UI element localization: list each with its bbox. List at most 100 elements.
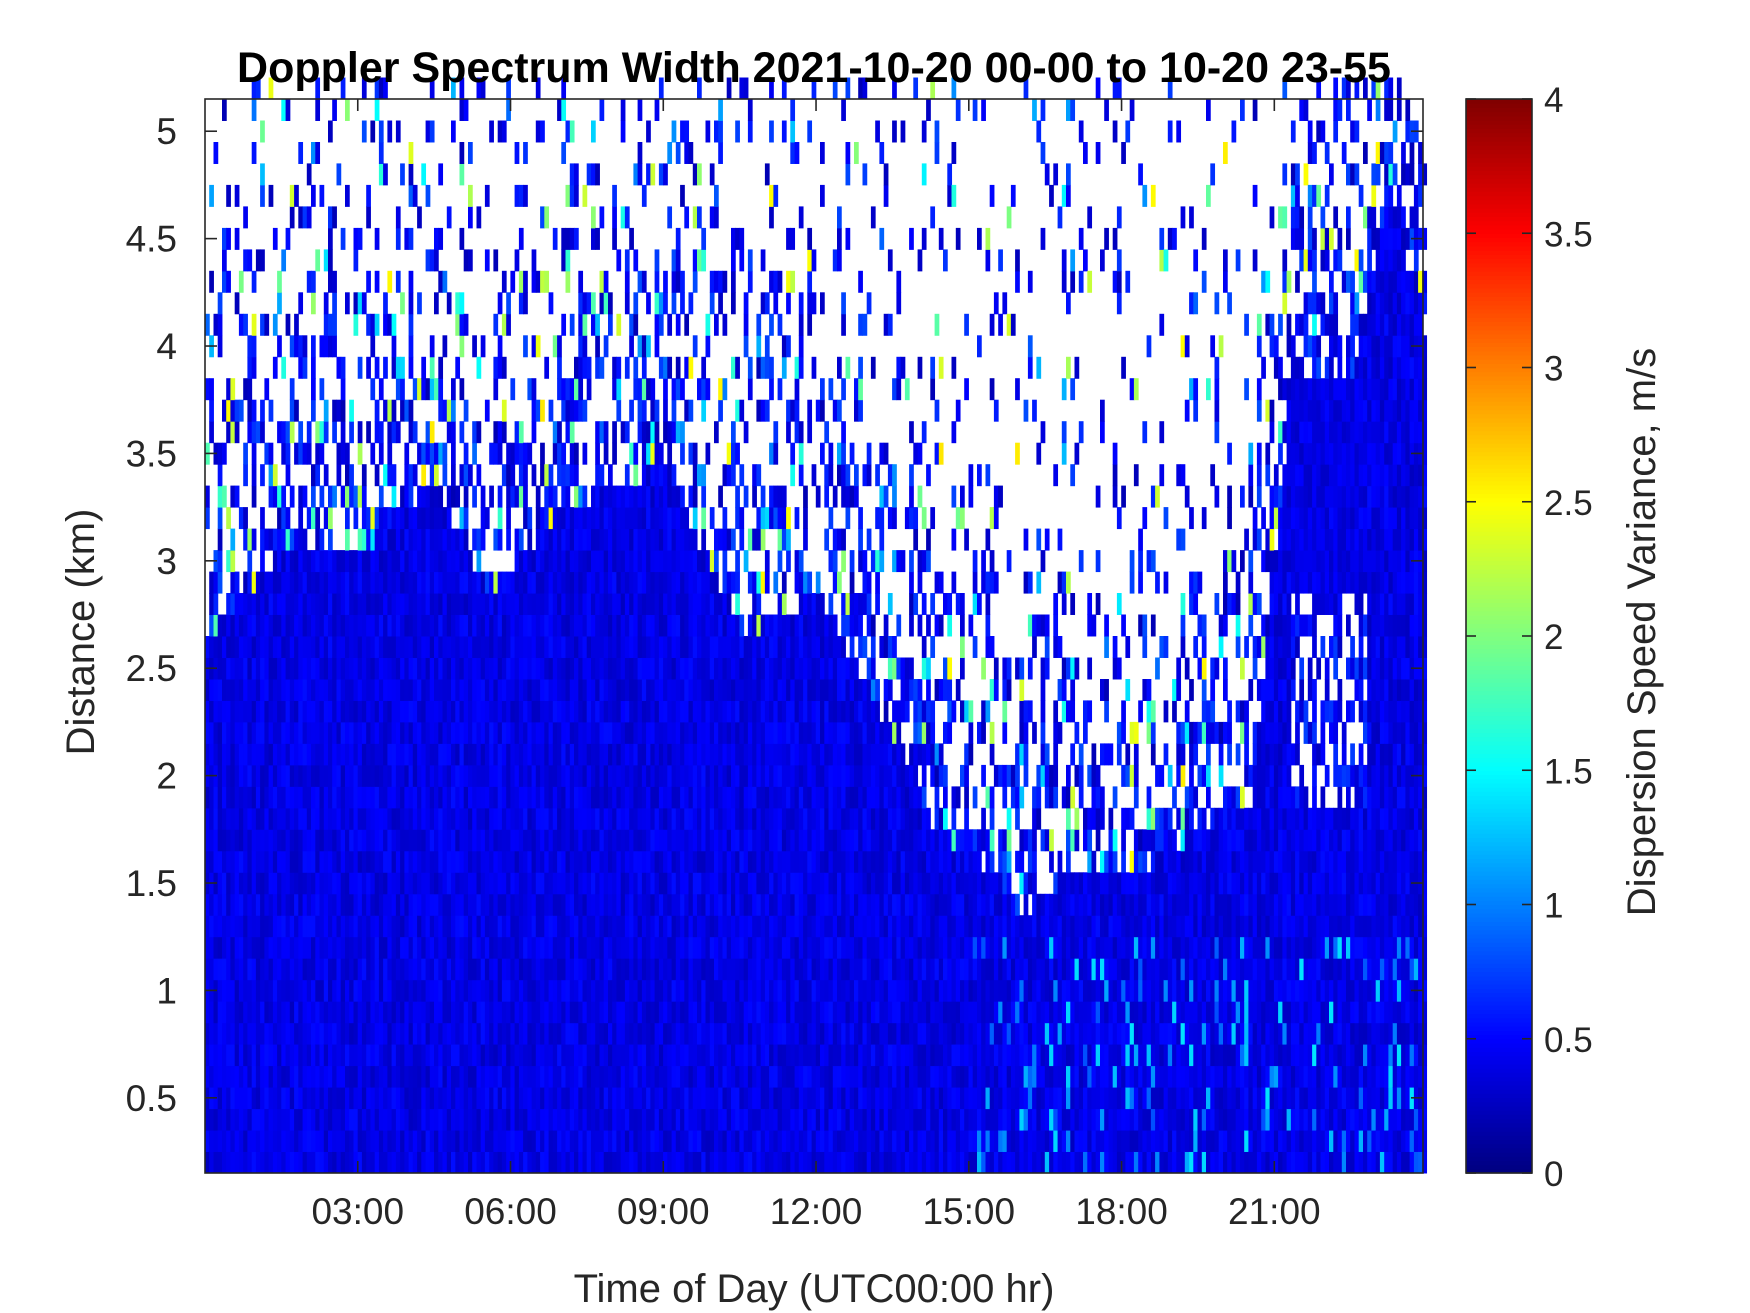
heatmap-cell [332, 99, 337, 121]
heatmap-cell [476, 593, 482, 615]
heatmap-cell [667, 442, 673, 465]
heatmap-cell [298, 507, 304, 530]
heatmap-cell [438, 958, 444, 981]
heatmap-cell [395, 227, 401, 250]
heatmap-cell [697, 893, 702, 916]
heatmap-cell [434, 593, 439, 615]
heatmap-cell [633, 485, 639, 508]
heatmap-cell [769, 1087, 774, 1110]
heatmap-cell [378, 807, 384, 830]
heatmap-cell [531, 764, 537, 787]
heatmap-cell [684, 614, 690, 637]
heatmap-cell [353, 872, 359, 895]
heatmap-cell [743, 850, 749, 873]
heatmap-cell [438, 399, 444, 422]
heatmap-cell [557, 829, 562, 852]
heatmap-cell [251, 743, 257, 766]
heatmap-cell [251, 77, 257, 100]
heatmap-cell [255, 743, 261, 766]
heatmap-cell [289, 1087, 295, 1110]
heatmap-cell [612, 593, 617, 615]
heatmap-cell [569, 893, 575, 916]
heatmap-cell [654, 807, 660, 830]
heatmap-cell [404, 850, 410, 873]
heatmap-cell [281, 1087, 287, 1110]
heatmap-cell [493, 421, 499, 444]
heatmap-cell [726, 528, 732, 551]
heatmap-cell [323, 936, 329, 959]
heatmap-cell [688, 872, 694, 895]
heatmap-cell [247, 1151, 253, 1174]
heatmap-cell [612, 979, 617, 1002]
heatmap-cell [285, 1001, 291, 1024]
heatmap-cell [480, 614, 486, 637]
heatmap-cell [747, 1001, 753, 1024]
heatmap-cell [463, 872, 469, 895]
heatmap-cell [421, 679, 427, 701]
heatmap-cell [328, 979, 333, 1002]
heatmap-cell [523, 1087, 528, 1110]
heatmap-cell [497, 528, 503, 551]
heatmap-cell [667, 507, 673, 530]
heatmap-cell [480, 829, 486, 852]
heatmap-cell [421, 764, 427, 787]
heatmap-cell [383, 1087, 388, 1110]
heatmap-cell [328, 1130, 333, 1152]
heatmap-cell [675, 657, 681, 680]
heatmap-cell [438, 915, 444, 938]
heatmap-cell [637, 807, 643, 830]
heatmap-cell [675, 227, 681, 250]
heatmap-cell [616, 313, 622, 336]
heatmap-cell [586, 807, 592, 830]
heatmap-cell [217, 979, 223, 1002]
heatmap-cell [361, 915, 367, 938]
heatmap-cell [616, 1022, 622, 1045]
heatmap-cell [540, 786, 545, 809]
heatmap-cell [400, 936, 405, 959]
heatmap-cell [455, 893, 461, 916]
heatmap-cell [366, 1001, 371, 1024]
heatmap-cell [472, 593, 477, 615]
heatmap-cell [722, 850, 728, 873]
heatmap-cell [247, 679, 253, 701]
heatmap-cell [561, 1108, 567, 1131]
heatmap-cell [629, 893, 634, 916]
heatmap-cell [552, 1044, 558, 1067]
heatmap-cell [484, 872, 490, 895]
heatmap-cell [586, 764, 592, 787]
heatmap-cell [531, 270, 537, 293]
heatmap-cell [705, 313, 711, 336]
heatmap-cell [544, 958, 550, 981]
heatmap-cell [277, 679, 282, 701]
heatmap-cell [323, 829, 329, 852]
heatmap-cell [574, 915, 579, 938]
heatmap-cell [493, 850, 499, 873]
heatmap-cell [624, 764, 630, 787]
heatmap-cell [251, 936, 257, 959]
heatmap-cell [641, 485, 647, 508]
heatmap-cell [209, 679, 214, 701]
heatmap-cell [425, 636, 431, 658]
heatmap-cell [234, 399, 240, 422]
heatmap-cell [222, 893, 227, 916]
heatmap-cell [345, 292, 350, 315]
heatmap-cell [400, 614, 405, 637]
heatmap-cell [701, 1001, 707, 1024]
heatmap-cell [688, 614, 694, 637]
heatmap-cell [506, 99, 511, 121]
heatmap-cell [603, 550, 609, 573]
heatmap-cell [285, 958, 291, 981]
heatmap-cell [582, 1044, 588, 1067]
heatmap-cell [404, 807, 410, 830]
heatmap-cell [489, 936, 494, 959]
heatmap-cell [383, 1130, 388, 1152]
heatmap-cell [302, 764, 308, 787]
heatmap-cell [760, 807, 766, 830]
heatmap-cell [222, 227, 227, 250]
heatmap-cell [434, 249, 439, 272]
heatmap-cell [417, 507, 422, 530]
heatmap-cell [578, 915, 584, 938]
heatmap-cell [417, 378, 422, 401]
heatmap-cell [366, 593, 371, 615]
heatmap-cell [595, 1065, 600, 1088]
